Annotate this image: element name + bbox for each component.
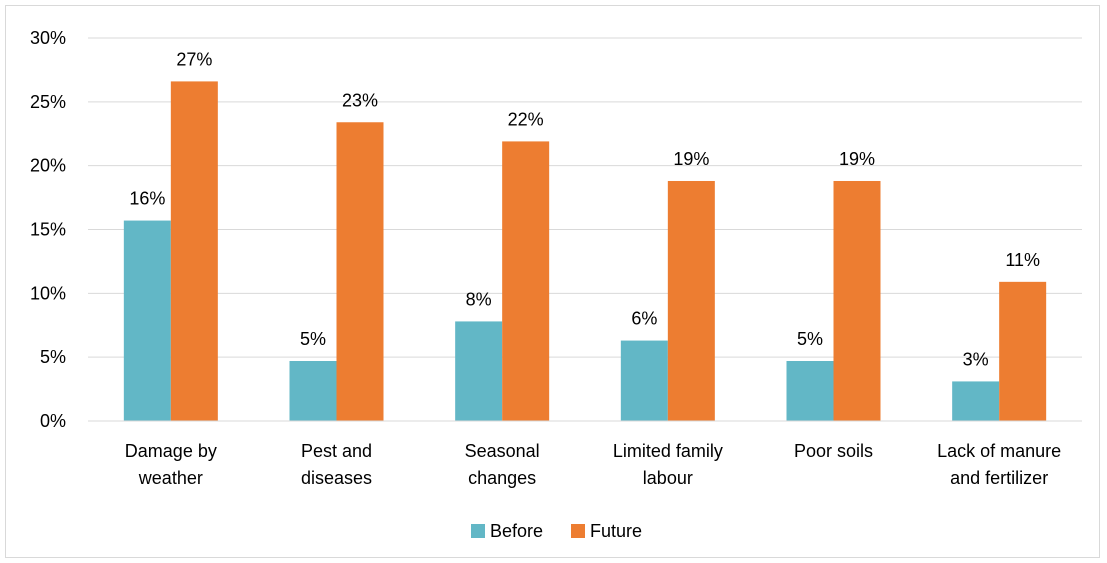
bar-before	[952, 381, 1000, 421]
y-tick-label: 10%	[30, 283, 66, 303]
y-tick-label: 25%	[30, 92, 66, 112]
category-label: Pest and diseases	[301, 441, 372, 488]
data-label: 22%	[508, 109, 544, 129]
bar-before	[620, 340, 668, 421]
bar-future	[336, 122, 384, 421]
data-label: 8%	[466, 289, 492, 309]
data-label: 5%	[797, 329, 823, 349]
bar-future	[667, 180, 715, 421]
legend-label-future: Future	[590, 521, 642, 541]
category-label-line: Limited family	[613, 441, 723, 461]
category-label: Seasonal changes	[465, 441, 540, 488]
y-tick-label: 30%	[30, 28, 66, 48]
legend-label-before: Before	[490, 521, 543, 541]
category-label-line: weather	[138, 468, 203, 488]
category-label-line: Damage by	[125, 441, 217, 461]
y-tick-label: 15%	[30, 220, 66, 240]
y-tick-label: 0%	[40, 411, 66, 431]
category-label-line: and fertilizer	[950, 468, 1048, 488]
category-label: Damage by weather	[125, 441, 217, 488]
y-tick-label: 5%	[40, 347, 66, 367]
legend-swatch-before	[471, 524, 485, 538]
category-label: Poor soils	[794, 441, 873, 461]
data-label: 23%	[342, 90, 378, 110]
data-label: 16%	[129, 189, 165, 209]
category-label-line: labour	[643, 468, 693, 488]
category-label: Lack of manure and fertilizer	[937, 441, 1061, 488]
bar-future	[502, 141, 550, 421]
legend-swatch-future	[571, 524, 585, 538]
category-label: Limited family labour	[613, 441, 723, 488]
category-label-line: changes	[468, 468, 536, 488]
category-label-line: Lack of manure	[937, 441, 1061, 461]
category-label-line: Seasonal	[465, 441, 540, 461]
data-label: 27%	[176, 49, 212, 69]
category-label-line: Pest and	[301, 441, 372, 461]
data-label: 5%	[300, 329, 326, 349]
data-label: 6%	[631, 309, 657, 329]
y-tick-label: 20%	[30, 156, 66, 176]
bar-future	[833, 180, 881, 421]
data-label: 19%	[673, 149, 709, 169]
bar-before	[123, 220, 171, 421]
bar-before	[455, 321, 503, 421]
data-label: 11%	[1005, 250, 1040, 270]
data-label: 19%	[839, 149, 875, 169]
category-label-line: Poor soils	[794, 441, 873, 461]
bar-before	[786, 360, 834, 421]
bar-future	[999, 281, 1047, 421]
bar-future	[170, 81, 218, 421]
data-label: 3%	[963, 349, 989, 369]
category-label-line: diseases	[301, 468, 372, 488]
bar-before	[289, 360, 337, 421]
